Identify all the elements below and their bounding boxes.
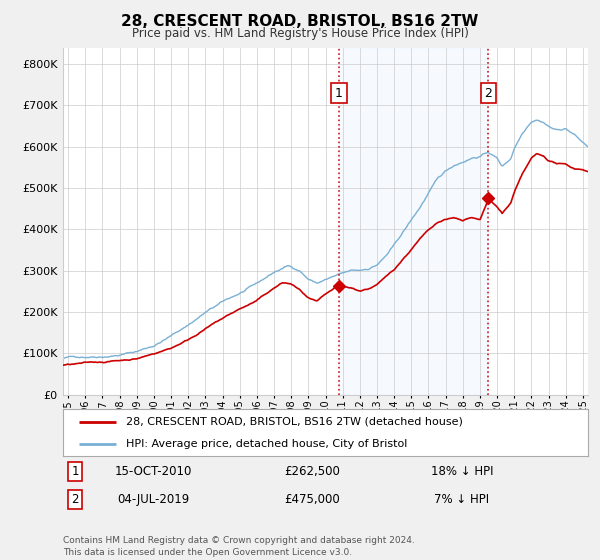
Text: 15-OCT-2010: 15-OCT-2010 bbox=[115, 465, 191, 478]
Text: 2: 2 bbox=[71, 493, 79, 506]
Text: 18% ↓ HPI: 18% ↓ HPI bbox=[431, 465, 493, 478]
Text: Contains HM Land Registry data © Crown copyright and database right 2024.
This d: Contains HM Land Registry data © Crown c… bbox=[63, 536, 415, 557]
Text: HPI: Average price, detached house, City of Bristol: HPI: Average price, detached house, City… bbox=[126, 438, 407, 449]
Text: £262,500: £262,500 bbox=[284, 465, 340, 478]
Text: 28, CRESCENT ROAD, BRISTOL, BS16 2TW (detached house): 28, CRESCENT ROAD, BRISTOL, BS16 2TW (de… bbox=[126, 417, 463, 427]
Text: Price paid vs. HM Land Registry's House Price Index (HPI): Price paid vs. HM Land Registry's House … bbox=[131, 27, 469, 40]
Text: 1: 1 bbox=[335, 87, 343, 100]
Text: 1: 1 bbox=[71, 465, 79, 478]
Text: 2: 2 bbox=[485, 87, 493, 100]
Text: £475,000: £475,000 bbox=[284, 493, 340, 506]
Text: 28, CRESCENT ROAD, BRISTOL, BS16 2TW: 28, CRESCENT ROAD, BRISTOL, BS16 2TW bbox=[121, 14, 479, 29]
Text: 04-JUL-2019: 04-JUL-2019 bbox=[117, 493, 189, 506]
Bar bbox=[339, 48, 488, 395]
Text: 7% ↓ HPI: 7% ↓ HPI bbox=[434, 493, 490, 506]
